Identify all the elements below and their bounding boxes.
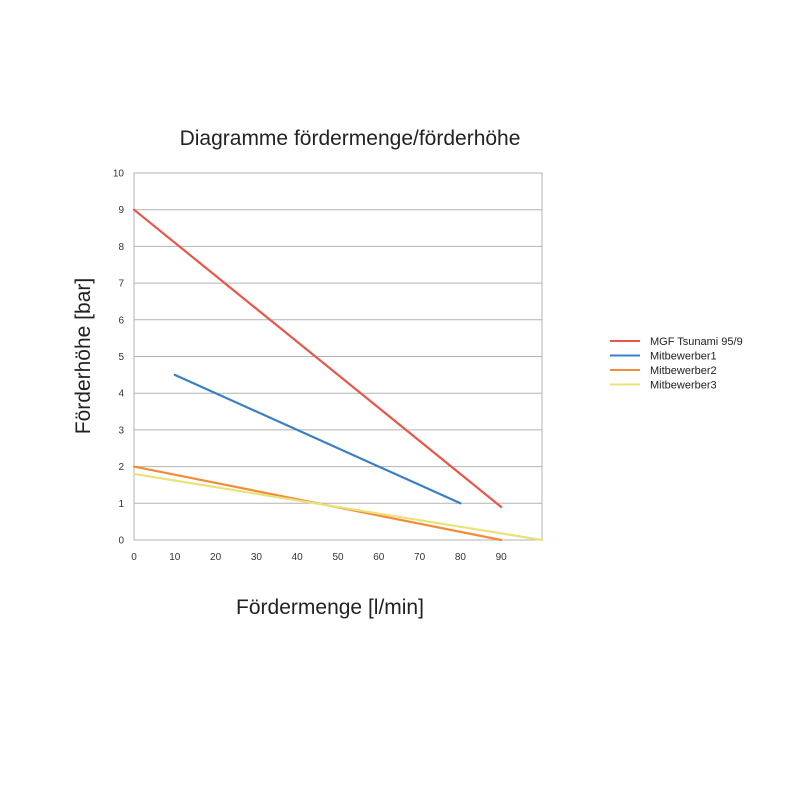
y-tick-label: 2	[118, 462, 124, 473]
y-axis-title: Förderhöhe [bar]	[72, 278, 95, 434]
legend-label-2: Mitbewerber1	[650, 351, 717, 363]
y-tick-label: 5	[118, 352, 124, 363]
series-line-1	[132, 208, 503, 509]
y-tick-label: 1	[118, 499, 124, 510]
x-tick-label: 30	[251, 552, 263, 563]
y-tick-label: 10	[113, 169, 125, 180]
y-tick-label: 4	[118, 389, 124, 400]
y-tick-label: 0	[118, 536, 124, 547]
x-tick-label: 0	[131, 552, 137, 563]
legend-label-4: Mitbewerber3	[650, 380, 717, 392]
x-tick-label: 50	[332, 552, 344, 563]
y-tick-labels: 0 1 2 3 4 5 6 7 8 9 10	[113, 169, 125, 547]
y-tick-label: 9	[118, 205, 124, 216]
x-tick-label: 20	[210, 552, 222, 563]
legend-label-1: MGF Tsunami 95/9	[650, 336, 743, 348]
y-tick-label: 7	[118, 279, 124, 290]
x-tick-label: 60	[373, 552, 385, 563]
series-line-2	[173, 373, 462, 505]
chart-title: Diagramme fördermenge/förderhöhe	[180, 127, 521, 150]
x-axis-title: Fördermenge [l/min]	[236, 596, 424, 619]
y-tick-label: 3	[118, 425, 124, 436]
x-tick-label: 10	[169, 552, 181, 563]
legend-label-3: Mitbewerber2	[650, 365, 717, 377]
x-tick-label: 70	[414, 552, 426, 563]
y-tick-label: 6	[118, 315, 124, 326]
x-tick-labels: 0 10 20 30 40 50 60 70 80 90	[131, 552, 507, 563]
y-tick-label: 8	[118, 242, 124, 253]
x-tick-label: 40	[292, 552, 304, 563]
series-lines	[132, 208, 544, 542]
legend: MGF Tsunami 95/9 Mitbewerber1 Mitbewerber2…	[610, 336, 743, 392]
x-tick-label: 90	[496, 552, 508, 563]
x-tick-label: 80	[455, 552, 467, 563]
series-line-4	[132, 472, 544, 542]
plot-frame	[133, 172, 543, 541]
